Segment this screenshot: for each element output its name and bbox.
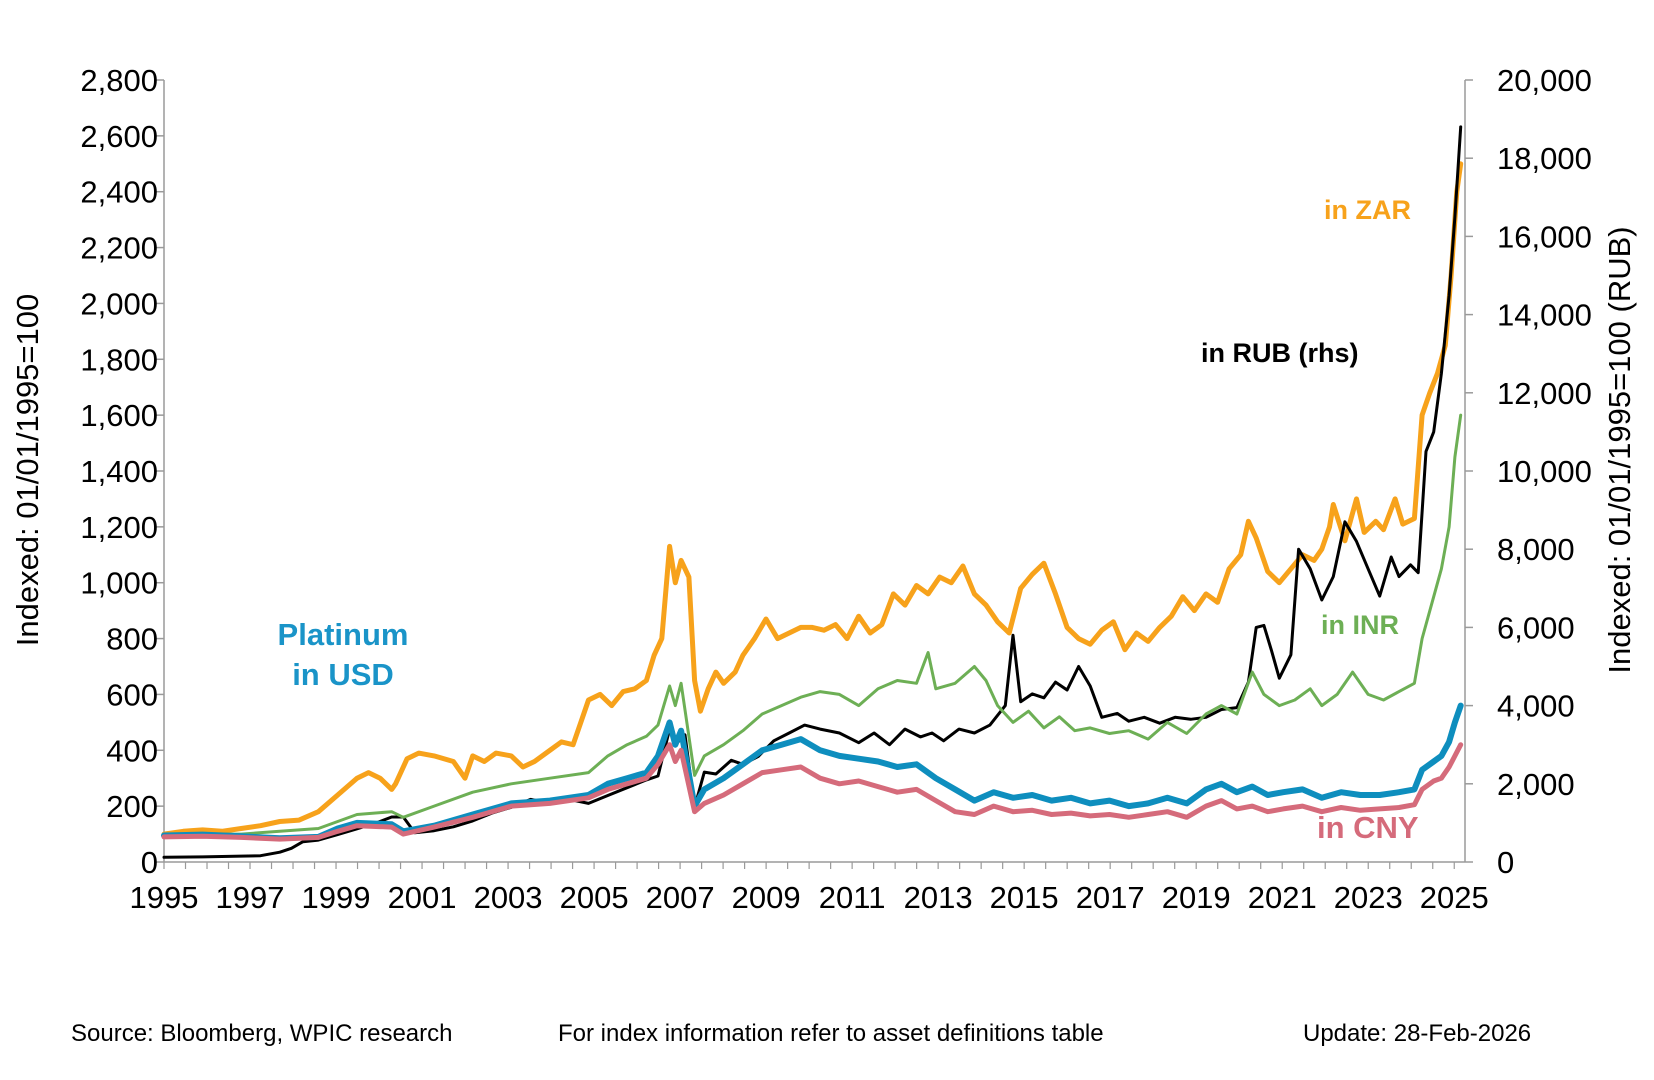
right-axis-title: Indexed: 01/01/1995=100 (RUB) — [1602, 226, 1637, 673]
left-tick-label: 2,200 — [80, 231, 158, 266]
series-layer — [161, 125, 1464, 859]
x-tick-label: 2001 — [388, 880, 457, 915]
x-tick-label: 2009 — [732, 880, 801, 915]
left-tick-label: 400 — [106, 733, 158, 768]
left-tick-label: 0 — [141, 845, 158, 880]
right-tick-label: 6,000 — [1497, 610, 1575, 645]
footer-note: For index information refer to asset def… — [558, 1020, 1104, 1047]
footer-update: Update: 28-Feb-2026 — [1303, 1020, 1532, 1047]
right-tick-label: 18,000 — [1497, 141, 1592, 176]
x-tick-label: 2007 — [646, 880, 715, 915]
left-tick-label: 600 — [106, 677, 158, 712]
left-tick-label: 200 — [106, 789, 158, 824]
left-tick-label: 2,800 — [80, 63, 158, 98]
x-tick-label: 2005 — [560, 880, 629, 915]
x-tick-label: 2003 — [474, 880, 543, 915]
left-tick-label: 1,600 — [80, 398, 158, 433]
right-tick-label: 4,000 — [1497, 689, 1575, 724]
right-tick-label: 12,000 — [1497, 376, 1592, 411]
series-label-cny: in CNY — [1317, 810, 1419, 845]
x-tick-label: 2021 — [1248, 880, 1317, 915]
x-tick-label: 1995 — [130, 880, 199, 915]
x-tick-label: 1997 — [216, 880, 285, 915]
series-label-zar: in ZAR — [1324, 195, 1411, 225]
footer-source: Source: Bloomberg, WPIC research — [71, 1020, 453, 1047]
right-tick-label: 20,000 — [1497, 63, 1592, 98]
x-tick-label: 2023 — [1334, 880, 1403, 915]
x-tick-label: 2011 — [819, 880, 886, 915]
x-tick-label: 2019 — [1162, 880, 1231, 915]
series-line-platinum-in-usd — [161, 702, 1464, 842]
x-tick-label: 2013 — [904, 880, 973, 915]
x-tick-label: 1999 — [302, 880, 371, 915]
x-tick-label: 2017 — [1076, 880, 1145, 915]
x-tick-label: 2025 — [1420, 880, 1489, 915]
left-axis-title: Indexed: 01/01/1995=100 — [10, 294, 45, 647]
right-tick-label: 10,000 — [1497, 454, 1592, 489]
series-label-usd-line1: Platinum — [278, 617, 409, 652]
right-tick-label: 0 — [1497, 845, 1514, 880]
right-tick-label: 16,000 — [1497, 219, 1592, 254]
series-label-usd-line2: in USD — [292, 657, 394, 692]
left-tick-label: 2,000 — [80, 286, 158, 321]
left-tick-label: 1,800 — [80, 342, 158, 377]
left-tick-label: 1,000 — [80, 566, 158, 601]
right-tick-label: 2,000 — [1497, 767, 1575, 802]
axes: 0 200 400 600 800 1,000 1,200 1,400 1,600 1,800 2,… — [80, 63, 1591, 915]
left-tick-label: 1,400 — [80, 454, 158, 489]
left-tick-label: 2,600 — [80, 119, 158, 154]
series-line-in-inr — [162, 413, 1463, 837]
series-line-in-zar — [161, 161, 1464, 837]
series-line-in-rub-rhs — [162, 125, 1463, 859]
left-tick-label: 1,200 — [80, 510, 158, 545]
right-tick-label: 14,000 — [1497, 298, 1592, 333]
series-label-inr: in INR — [1321, 610, 1399, 640]
series-line-in-cny — [161, 742, 1464, 842]
x-tick-label: 2015 — [990, 880, 1059, 915]
left-tick-label: 2,400 — [80, 175, 158, 210]
left-tick-label: 800 — [106, 622, 158, 657]
right-tick-label: 8,000 — [1497, 532, 1575, 567]
series-label-rub: in RUB (rhs) — [1201, 338, 1359, 368]
